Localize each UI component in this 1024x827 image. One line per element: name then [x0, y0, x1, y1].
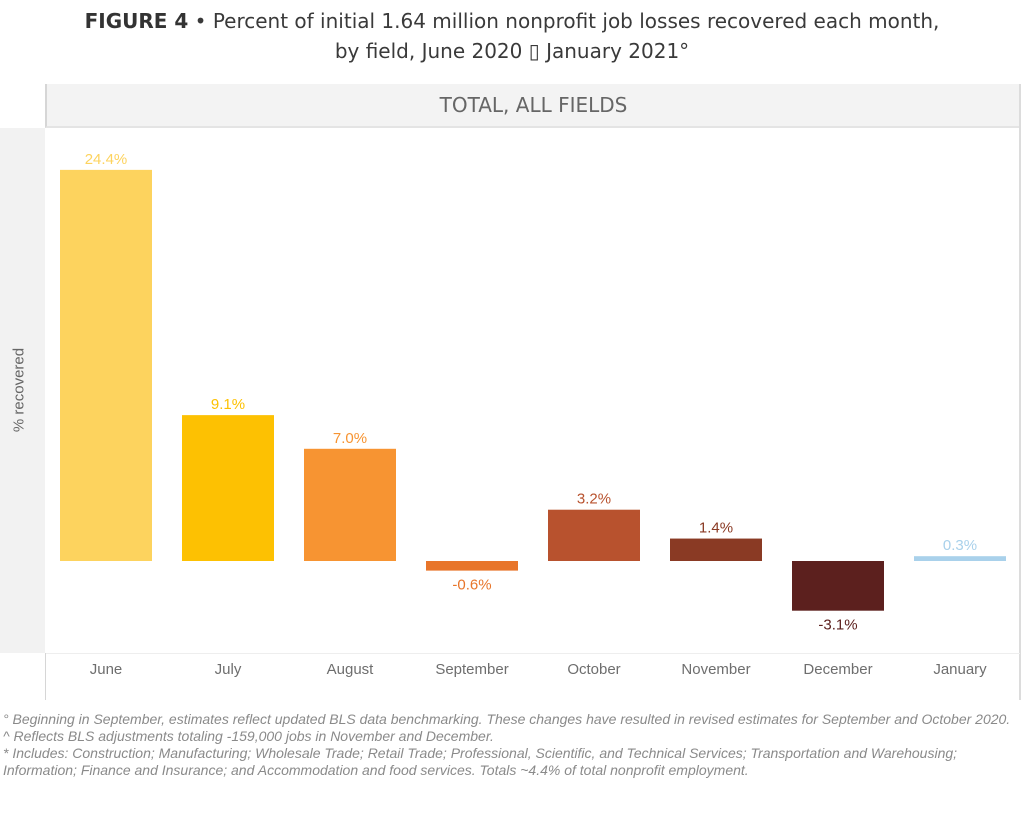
x-tick-label-november: November [681, 661, 750, 678]
figure-number: FIGURE 4 [84, 9, 189, 33]
x-tick-label-january: January [933, 661, 987, 678]
data-label-august: 7.0% [333, 430, 367, 447]
y-axis-panel [0, 128, 45, 653]
figure-title: FIGURE 4 • Percent of initial 1.64 milli… [0, 6, 1024, 66]
data-label-december: -3.1% [818, 617, 857, 634]
data-label-november: 1.4% [699, 520, 733, 537]
data-label-october: 3.2% [577, 491, 611, 508]
title-line-1: FIGURE 4 • Percent of initial 1.64 milli… [0, 6, 1024, 36]
x-tick-label-july: July [215, 661, 242, 678]
footnotes: ° Beginning in September, estimates refl… [3, 711, 1018, 779]
footnote-bls-adjustments: ^ Reflects BLS adjustments totaling -159… [3, 728, 494, 744]
x-axis-line [45, 653, 1020, 654]
x-axis-left-border [45, 653, 46, 700]
panel-header: TOTAL, ALL FIELDS [45, 84, 1020, 128]
bar-june [60, 169, 152, 562]
bar-december [792, 561, 884, 611]
x-tick-label-december: December [803, 661, 872, 678]
data-labels-group: 24.4% 9.1% 7.0% -0.6% 3.2% 1.4% -3.1% 0.3% [85, 151, 977, 634]
bar-september [426, 561, 518, 571]
title-line-2: by field, June 2020 ▯ January 2021° [334, 39, 690, 63]
bars-group [60, 169, 1006, 611]
panel-title: TOTAL, ALL FIELDS [439, 93, 628, 117]
data-label-june: 24.4% [85, 151, 128, 168]
title-text-1: Percent of initial 1.64 million nonprofi… [212, 9, 940, 33]
x-tick-label-october: October [567, 661, 620, 678]
x-tick-labels-group: June July August September October November De… [90, 661, 987, 678]
data-label-january: 0.3% [943, 537, 977, 554]
right-border [1019, 84, 1021, 700]
bar-august [304, 448, 396, 561]
data-label-september: -0.6% [452, 577, 491, 594]
bar-october [548, 509, 640, 561]
bar-january [914, 556, 1006, 561]
footnote-benchmarking: ° Beginning in September, estimates refl… [3, 711, 1011, 727]
x-tick-label-september: September [435, 661, 508, 678]
footnote-includes: * Includes: Construction; Manufacturing;… [3, 745, 958, 778]
bar-november [670, 538, 762, 561]
data-label-july: 9.1% [211, 396, 245, 413]
bar-july [182, 415, 274, 561]
x-tick-label-june: June [90, 661, 123, 678]
title-bullet: • [194, 9, 207, 33]
x-tick-label-august: August [327, 661, 375, 678]
